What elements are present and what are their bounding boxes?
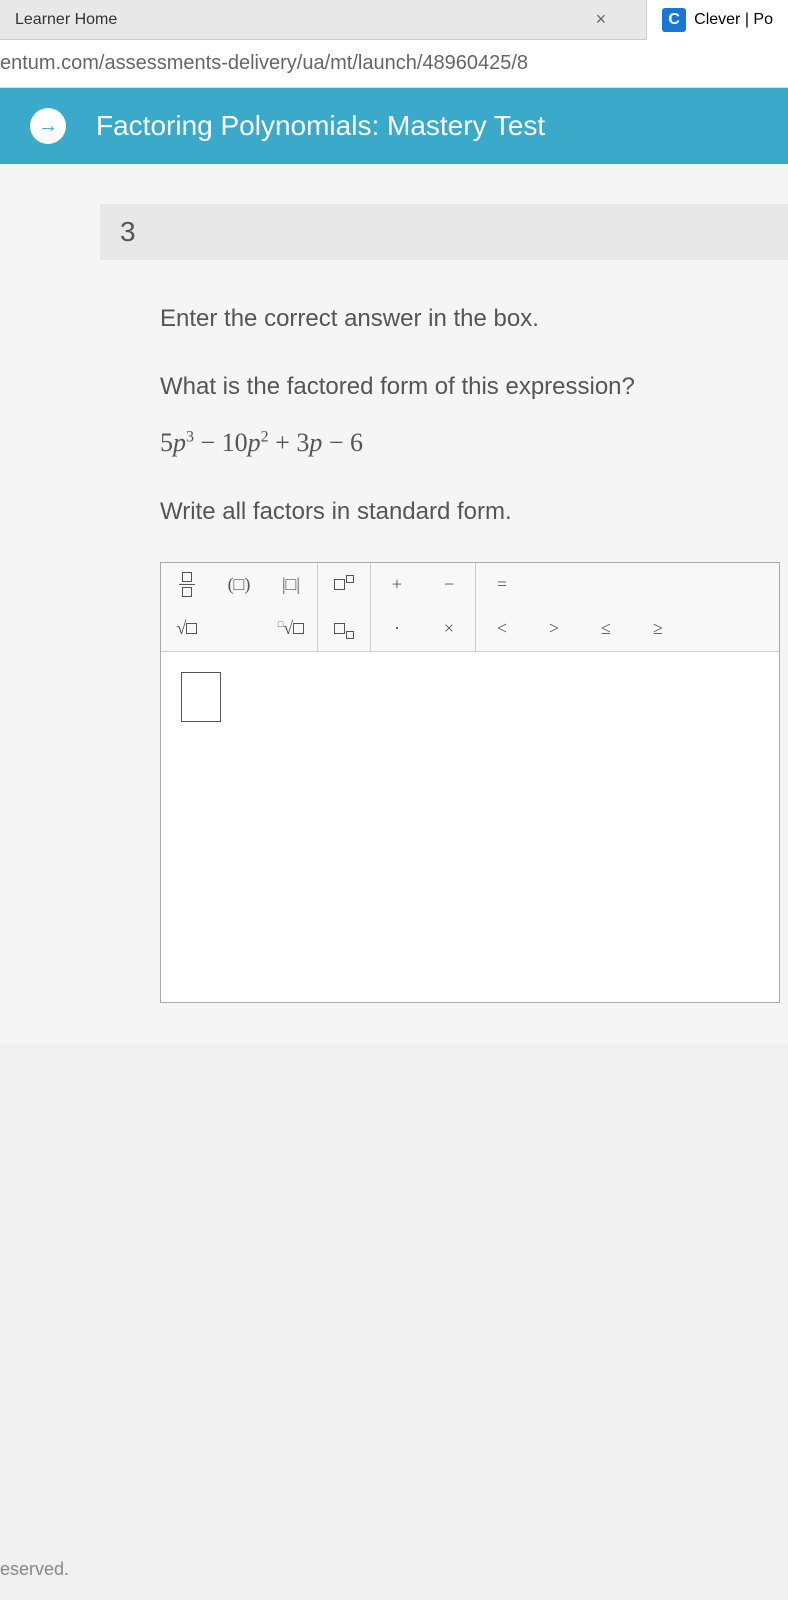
url-bar[interactable]: entum.com/assessments-delivery/ua/mt/lau…: [0, 40, 788, 88]
spacer: [632, 563, 684, 607]
equation-editor: (□) |□| √ □√: [160, 562, 780, 1003]
sqrt-button[interactable]: √: [161, 607, 213, 651]
question-note: Write all factors in standard form.: [160, 493, 748, 531]
times-button[interactable]: ×: [423, 607, 475, 651]
nav-arrow-icon[interactable]: →: [30, 108, 66, 144]
spacer: [213, 607, 265, 651]
less-equal-button[interactable]: ≤: [580, 607, 632, 651]
question-prompt: What is the factored form of this expres…: [160, 368, 748, 406]
question-body: Enter the correct answer in the box. Wha…: [100, 260, 788, 1043]
fraction-icon: [179, 572, 195, 597]
plus-button[interactable]: +: [371, 563, 423, 607]
page-title: Factoring Polynomials: Mastery Test: [96, 110, 545, 142]
less-than-button[interactable]: <: [476, 607, 528, 651]
tab-label: Clever | Po: [694, 11, 773, 29]
spacer: [580, 563, 632, 607]
math-expression: 5p3 − 10p2 + 3p − 6: [160, 422, 748, 464]
exponent-button[interactable]: [318, 563, 370, 607]
parentheses-button[interactable]: (□): [213, 563, 265, 607]
answer-placeholder-box[interactable]: [181, 672, 221, 722]
fraction-button[interactable]: [161, 563, 213, 607]
page-header: → Factoring Polynomials: Mastery Test: [0, 88, 788, 164]
absolute-value-button[interactable]: |□|: [265, 563, 317, 607]
exponent-icon: [334, 570, 354, 599]
url-text: entum.com/assessments-delivery/ua/mt/lau…: [0, 52, 528, 74]
subscript-icon: [334, 614, 354, 643]
dot-button[interactable]: ·: [371, 607, 423, 651]
footer-text: eserved.: [0, 1559, 69, 1580]
greater-equal-button[interactable]: ≥: [632, 607, 684, 651]
sqrt-icon: √: [177, 614, 198, 643]
subscript-button[interactable]: [318, 607, 370, 651]
question-instruction: Enter the correct answer in the box.: [160, 300, 748, 338]
minus-button[interactable]: −: [423, 563, 475, 607]
browser-tab-bar: Learner Home × C Clever | Po: [0, 0, 788, 40]
tab-label: Learner Home: [15, 11, 117, 29]
nroot-icon: □√: [278, 614, 304, 643]
tab-learner-home[interactable]: Learner Home: [0, 11, 132, 29]
answer-input-area[interactable]: [161, 652, 779, 1002]
nth-root-button[interactable]: □√: [265, 607, 317, 651]
content-area: 3 Enter the correct answer in the box. W…: [0, 164, 788, 1043]
tab-clever[interactable]: C Clever | Po: [646, 0, 788, 40]
clever-icon: C: [662, 8, 686, 32]
equation-toolbar: (□) |□| √ □√: [161, 563, 779, 652]
question-number: 3: [100, 204, 788, 260]
greater-than-button[interactable]: >: [528, 607, 580, 651]
close-tab-icon[interactable]: ×: [576, 9, 627, 30]
equals-button[interactable]: =: [476, 563, 528, 607]
spacer: [528, 563, 580, 607]
